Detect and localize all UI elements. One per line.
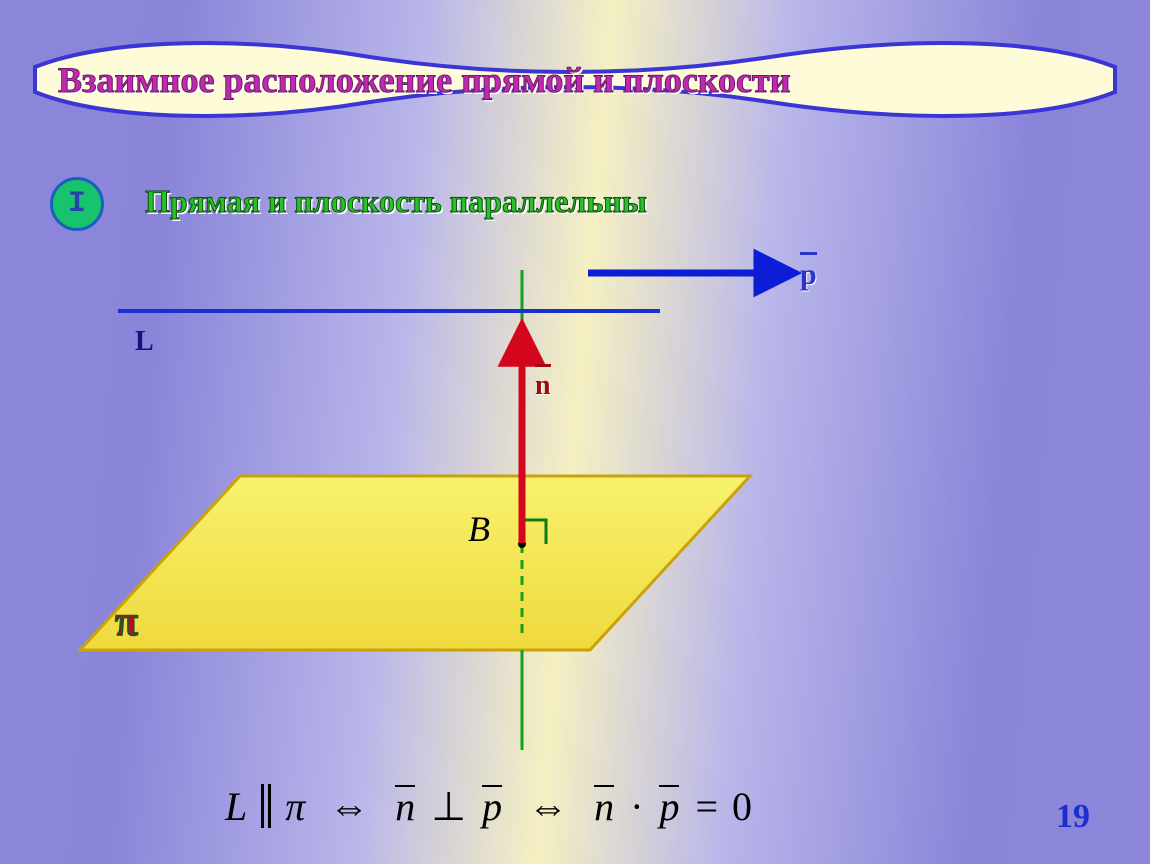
page-number: 19 [1056,798,1090,836]
formula: L π ⇔ n ⊥ p ⇔ n · p = 0 [225,776,1025,836]
plane-pi [80,476,750,650]
label-pi: π [115,598,138,646]
formula-p2: p [657,783,681,830]
formula-n1: n [393,783,417,830]
case-badge: I [50,177,104,231]
formula-p1: p [480,783,504,830]
label-l: L [135,326,154,358]
equals-symbol: = [695,783,718,830]
banner-title: Взаимное расположение прямой и плоскости [30,32,1120,127]
iff-symbol-2: ⇔ [518,783,578,830]
formula-pi: π [285,783,305,830]
label-n: n [535,370,551,402]
case-badge-label: I [68,187,86,221]
case-subtitle: Прямая и плоскость параллельны [145,183,647,220]
formula-n2: n [592,783,616,830]
diagram-svg [0,240,1150,760]
dot-symbol: · [630,783,643,830]
iff-symbol-1: ⇔ [319,783,379,830]
perp-symbol: ⊥ [431,783,466,830]
label-b: B [468,508,490,550]
formula-zero: 0 [732,783,752,830]
parallel-symbol [261,784,271,828]
diagram: L p n B π [0,240,1150,760]
title-banner: Взаимное расположение прямой и плоскости [30,32,1120,127]
formula-L: L [225,783,247,830]
label-p: p [800,258,817,292]
